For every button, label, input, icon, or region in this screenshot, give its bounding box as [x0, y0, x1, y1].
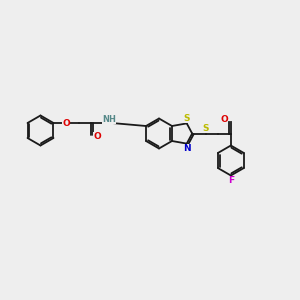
Text: F: F — [228, 176, 234, 185]
Text: NH: NH — [102, 115, 116, 124]
Text: S: S — [202, 124, 209, 133]
Text: O: O — [62, 118, 70, 127]
Text: S: S — [183, 114, 189, 123]
Text: O: O — [220, 115, 228, 124]
Text: N: N — [184, 144, 191, 153]
Text: O: O — [93, 132, 101, 141]
